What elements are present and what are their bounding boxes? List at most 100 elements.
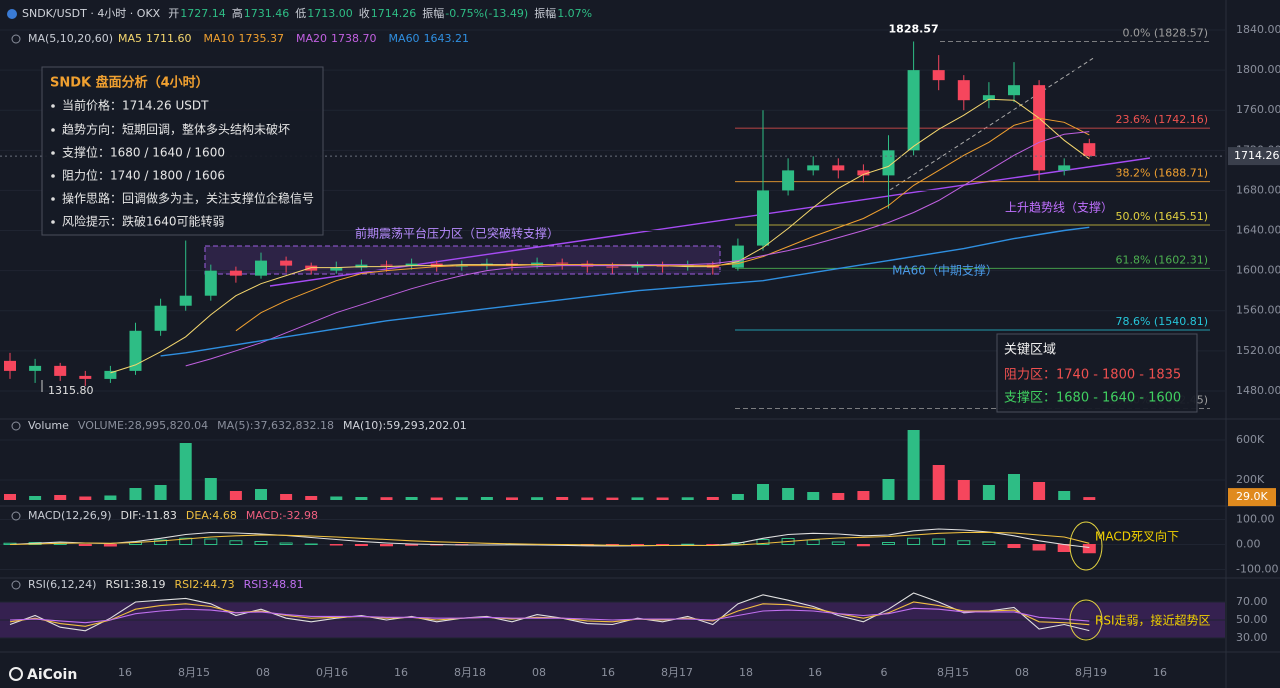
candle-body [1058,165,1071,171]
volume-bar [606,497,619,500]
volume-tag-label: 29.0K [1236,490,1268,503]
volume-bar [706,497,719,500]
header-key: 高 [232,6,243,20]
macd-bar [204,538,218,545]
candle-body [255,260,267,276]
key-zone-box [996,333,1198,413]
candle-body [29,365,42,371]
volume-bar [4,494,16,500]
legend-icon [11,580,21,590]
rsi-annotation: RSI走弱，接近超势区 [1095,613,1211,628]
candle-body [807,165,820,171]
volume-bar [255,489,267,500]
volume-bar [932,465,945,500]
volume-bar [731,494,744,500]
y-tick-label: 1640.00 [1236,224,1280,237]
header-value: 1713.00 [307,7,353,20]
volume-bar [154,485,167,500]
macd-bar [229,540,243,545]
analysis-item: 风险提示：跌破1640可能转弱 [62,214,225,229]
legend-item: DIF:-11.83 [121,509,177,522]
y-tick-label: 1840.00 [1236,23,1280,36]
x-tick-label: 16 [1153,666,1167,679]
fib-label: 50.0% (1645.51) [1115,210,1208,223]
volume-bar [882,479,895,500]
legend-item: MACD:-32.98 [246,509,318,522]
volume-bar [204,478,217,500]
brand-icon [9,667,23,681]
candle-body [907,70,920,151]
key-zone-resistance: 阻力区：1740 - 1800 - 1835 [1004,368,1181,383]
legend-item: RSI(6,12,24) [28,578,96,591]
candle-body [957,80,970,101]
y-tick-label: 600K [1236,433,1265,446]
volume-bar [280,494,293,500]
candle-body [405,263,418,266]
candle-body [556,262,569,264]
candle-body [129,330,142,371]
series-line [235,117,1090,332]
candle-body [79,375,92,379]
macd-highlight [1069,521,1103,571]
legend-icon [11,34,21,44]
volume-bar [104,495,117,500]
volume-bar [506,497,518,500]
volume-bar [757,484,769,500]
key-zone-support: 支撑区：1680 - 1640 - 1600 [1004,391,1181,406]
series-line [160,226,1090,357]
legend-icon [11,511,21,521]
volume-bar [455,497,468,500]
macd-annotation: MACD死叉向下 [1095,529,1179,544]
macd-bar [279,542,293,545]
volume-bar [380,497,393,500]
price-tag-label: 1714.26 [1234,149,1280,162]
y-tick-label: 1680.00 [1236,183,1280,196]
series-line [9,528,1090,549]
candle-body [104,370,117,379]
candle-body [330,267,343,271]
x-tick-label: 08 [1015,666,1029,679]
legend-name: MA10 [204,32,235,45]
candle-body [1033,85,1046,171]
volume-bar [430,497,443,500]
platform-zone [204,245,721,275]
legend-item: Volume [28,419,69,432]
volume-bar [982,485,995,500]
macd-bar [179,537,193,545]
y-tick-label: 1520.00 [1236,344,1280,357]
macd-bar [154,539,168,545]
legend-item: MACD(12,26,9) [28,509,112,522]
legend-item: VOLUME:28,995,820.04 [78,419,208,432]
header-key: 振幅 [422,6,444,20]
volume-bar [907,430,920,500]
x-tick-label: 6 [881,666,888,679]
macd-bar [1007,544,1021,548]
y-tick-label: 1800.00 [1236,63,1280,76]
candle-body [229,270,242,276]
y-tick-label: 50.00 [1236,613,1268,626]
y-tick-label: 70.00 [1236,595,1268,608]
x-tick-label: 16 [118,666,132,679]
candle-body [757,190,769,246]
volume-bar [54,495,67,500]
candle-body [4,360,16,371]
volume-bar [857,491,870,500]
volume-bar [179,443,192,500]
volume-bar [405,497,418,500]
brand: AiCoin [27,667,77,683]
fib-label: 61.8% (1602.31) [1115,253,1208,266]
header-value: 1714.26 [371,7,417,20]
fib-label: 0.0% (1828.57) [1122,26,1208,39]
volume-bar [782,488,795,500]
volume-bar [832,493,845,500]
x-tick-label: 8月15 [178,666,210,679]
volume-tag [1228,488,1276,507]
volume-bar [1033,482,1046,500]
macd-bar [1032,544,1046,551]
header-symbol: SNDK/USDT · 4小时 · OKX [22,7,161,20]
volume-bar [129,488,142,500]
legend-item: MA(10):59,293,202.01 [343,419,467,432]
y-tick-label: 200K [1236,473,1265,486]
legend-value: 1643.21 [424,32,470,45]
